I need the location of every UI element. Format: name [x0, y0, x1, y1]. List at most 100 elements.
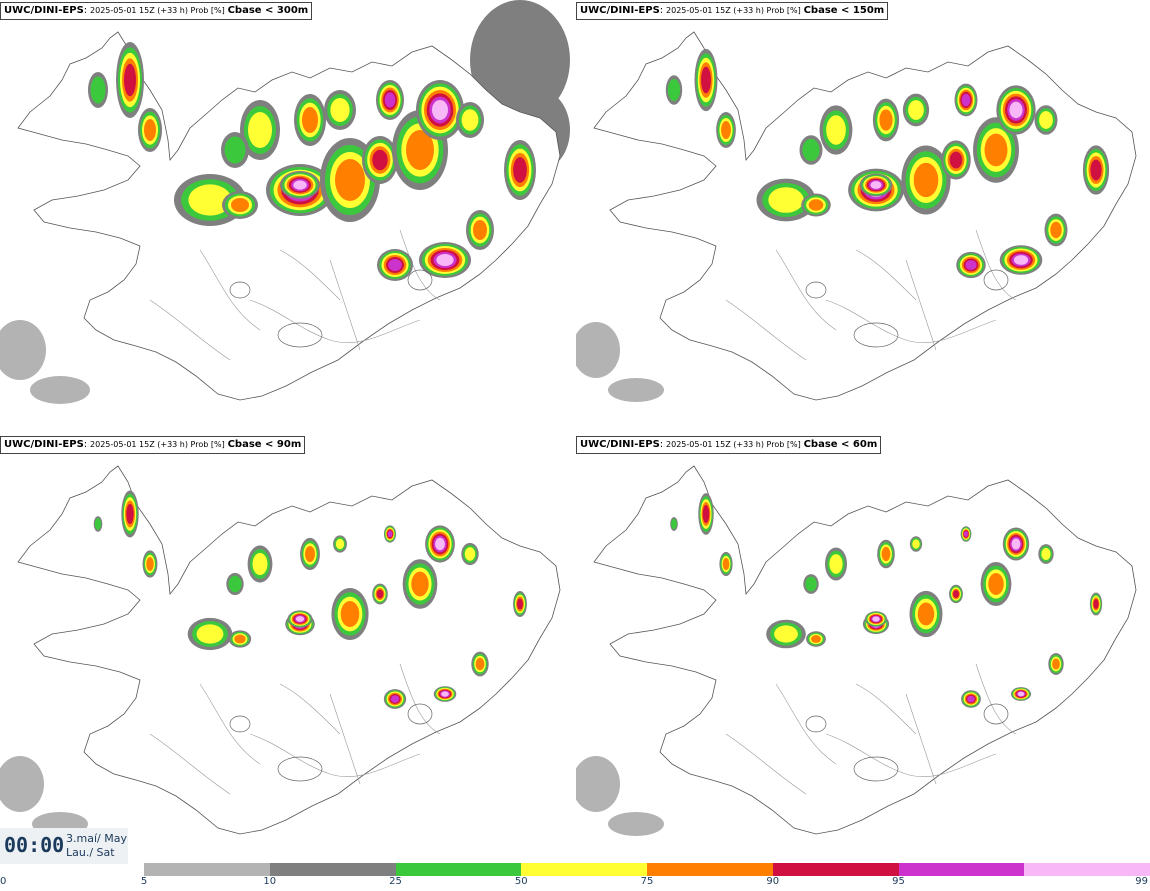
probability-contour: [774, 625, 798, 643]
river-line: [149, 733, 231, 795]
colorbar-segment: [269, 863, 396, 876]
river-line: [199, 249, 261, 331]
glacier-outline: [853, 322, 899, 348]
probability-contour: [1039, 111, 1053, 129]
probability-contour: [917, 602, 935, 626]
probability-contour: [234, 634, 246, 644]
river-line: [825, 733, 997, 778]
river-line: [725, 299, 807, 361]
probability-contour: [441, 691, 449, 697]
model-name: UWC/DINI-EPS: [4, 5, 84, 16]
river-line: [199, 683, 261, 765]
run-info: 2025-05-01 15Z (+33 h) Prob [%]: [666, 6, 801, 15]
probability-contour: [988, 573, 1004, 595]
colorbar-segment: [395, 863, 522, 876]
colorbar-tick-label: 50: [514, 876, 528, 887]
probability-contour: [1093, 599, 1099, 609]
probability-contour: [384, 92, 396, 108]
probability-contour: [231, 198, 249, 212]
river-line: [975, 663, 1017, 735]
panel-title: UWC/DINI-EPS: 2025-05-01 15Z (+33 h) Pro…: [0, 436, 306, 454]
river-line: [825, 299, 997, 344]
glacier-outline: [983, 703, 1009, 725]
probability-contour: [949, 151, 963, 169]
glacier-outline: [805, 715, 827, 733]
probability-contour: [513, 157, 527, 183]
probability-contour: [870, 181, 882, 189]
valid-time-clock: 00:00: [4, 833, 65, 857]
probability-contour: [302, 107, 318, 133]
probability-contour: [295, 616, 305, 622]
glacier-outline: [277, 322, 323, 348]
colorbar-tick-label: 10: [263, 876, 277, 887]
river-line: [399, 229, 441, 301]
title-separator: :: [83, 5, 88, 16]
panel-title: UWC/DINI-EPS: 2025-05-01 15Z (+33 h) Pro…: [576, 436, 882, 454]
probability-contour: [144, 119, 156, 141]
probability-contour: [1052, 658, 1060, 670]
probability-contour: [908, 100, 924, 120]
map-panel-300m: UWC/DINI-EPS: 2025-05-01 15Z (+33 h) Pro…: [0, 0, 575, 431]
probability-contour: [406, 130, 434, 170]
probability-contour: [340, 600, 360, 628]
glacier-outline: [853, 756, 899, 782]
valid-weekday: Lau./ Sat: [66, 846, 115, 859]
low-cloud-patch: [0, 320, 46, 380]
probability-contour: [702, 505, 710, 523]
river-line: [905, 693, 937, 785]
probability-contour: [461, 109, 479, 131]
colorbar-segment: [772, 863, 899, 876]
probability-contour: [464, 547, 476, 561]
probability-contour: [1050, 221, 1062, 239]
glacier-outline: [407, 269, 433, 291]
valid-date: 3.maí/ May: [66, 832, 127, 845]
probability-contour: [808, 199, 824, 211]
low-cloud-patch: [30, 376, 90, 404]
colorbar-segment: [647, 863, 773, 876]
colorbar-ticks: 0 5 10 25 50 75 90 95 99: [0, 876, 1150, 890]
panel-title: UWC/DINI-EPS: 2025-05-01 15Z (+33 h) Pro…: [0, 2, 313, 20]
probability-contour: [126, 503, 134, 525]
river-line: [725, 733, 807, 795]
glacier-outline: [229, 715, 251, 733]
probability-contour: [879, 109, 893, 131]
river-line: [249, 299, 421, 344]
probability-contour: [984, 133, 1008, 167]
colorbar-tick-label: 99: [1135, 876, 1148, 887]
glacier-outline: [983, 269, 1009, 291]
glacier-outline: [229, 281, 251, 299]
model-name: UWC/DINI-EPS: [580, 5, 660, 16]
river-line: [149, 299, 231, 361]
map-panel-60m: UWC/DINI-EPS: 2025-05-01 15Z (+33 h) Pro…: [576, 434, 1150, 865]
low-cloud-patch: [0, 756, 44, 812]
probability-contour: [435, 537, 445, 551]
probability-contour: [305, 545, 315, 563]
probability-contour: [701, 66, 711, 94]
probability-contour: [224, 136, 246, 164]
map-panel-150m: UWC/DINI-EPS: 2025-05-01 15Z (+33 h) Pro…: [576, 0, 1150, 431]
probability-contour: [196, 624, 224, 644]
probability-contour: [228, 575, 242, 593]
glacier-outline: [277, 756, 323, 782]
probability-contour: [722, 557, 730, 571]
low-cloud-patch: [576, 756, 620, 812]
iceland-map: [0, 0, 570, 404]
probability-contour: [826, 115, 846, 145]
probability-contour: [436, 254, 454, 266]
river-line: [329, 693, 361, 785]
river-line: [775, 683, 837, 765]
run-info: 2025-05-01 15Z (+33 h) Prob [%]: [666, 440, 801, 449]
probability-contour: [953, 590, 959, 598]
colorbar-segment: [144, 863, 270, 876]
probability-contour: [963, 531, 969, 537]
river-line: [975, 229, 1017, 301]
probability-contour: [1009, 101, 1023, 119]
probability-contour: [961, 93, 971, 107]
colorbar-tick-label: 90: [766, 876, 780, 887]
probability-contour: [411, 571, 429, 597]
colorbar-segment: [521, 863, 647, 876]
probability-contour: [330, 98, 350, 122]
probability-contour: [1013, 255, 1029, 265]
iceland-map: [576, 465, 1137, 836]
cloud-base-condition: Cbase < 300m: [227, 5, 309, 16]
